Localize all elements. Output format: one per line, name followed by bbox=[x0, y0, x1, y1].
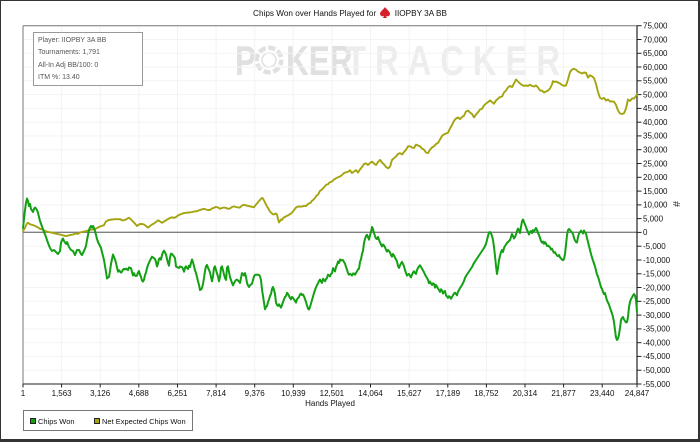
svg-text:3,126: 3,126 bbox=[90, 389, 111, 398]
svg-text:20,314: 20,314 bbox=[513, 389, 538, 398]
svg-text:-50,000: -50,000 bbox=[643, 366, 671, 375]
svg-text:-35,000: -35,000 bbox=[643, 325, 671, 334]
svg-text:-40,000: -40,000 bbox=[643, 339, 671, 348]
svg-text:-30,000: -30,000 bbox=[643, 311, 671, 320]
svg-text:45,000: 45,000 bbox=[643, 104, 668, 113]
svg-text:6,251: 6,251 bbox=[167, 389, 188, 398]
svg-text:40,000: 40,000 bbox=[643, 118, 668, 127]
svg-text:21,877: 21,877 bbox=[551, 389, 576, 398]
svg-text:10,939: 10,939 bbox=[281, 389, 306, 398]
svg-text:10,000: 10,000 bbox=[643, 201, 668, 210]
svg-text:4,688: 4,688 bbox=[129, 389, 150, 398]
svg-text:75,000: 75,000 bbox=[643, 22, 668, 31]
svg-text:30,000: 30,000 bbox=[643, 146, 668, 155]
svg-text:-45,000: -45,000 bbox=[643, 352, 671, 361]
svg-text:15,000: 15,000 bbox=[643, 187, 668, 196]
svg-text:-55,000: -55,000 bbox=[643, 380, 671, 389]
svg-text:23,440: 23,440 bbox=[590, 389, 615, 398]
svg-text:35,000: 35,000 bbox=[643, 132, 668, 141]
svg-text:5,000: 5,000 bbox=[643, 214, 664, 223]
svg-text:17,189: 17,189 bbox=[436, 389, 461, 398]
svg-text:1,563: 1,563 bbox=[52, 389, 73, 398]
svg-text:12,501: 12,501 bbox=[320, 389, 345, 398]
svg-text:24,847: 24,847 bbox=[625, 389, 650, 398]
svg-text:15,627: 15,627 bbox=[397, 389, 422, 398]
svg-text:-15,000: -15,000 bbox=[643, 270, 671, 279]
svg-text:0: 0 bbox=[643, 228, 648, 237]
svg-text:-10,000: -10,000 bbox=[643, 256, 671, 265]
svg-text:20,000: 20,000 bbox=[643, 173, 668, 182]
svg-text:60,000: 60,000 bbox=[643, 63, 668, 72]
svg-text:25,000: 25,000 bbox=[643, 159, 668, 168]
svg-text:65,000: 65,000 bbox=[643, 49, 668, 58]
svg-text:18,752: 18,752 bbox=[474, 389, 499, 398]
svg-text:-5,000: -5,000 bbox=[643, 242, 666, 251]
svg-text:1: 1 bbox=[21, 389, 26, 398]
svg-text:14,064: 14,064 bbox=[358, 389, 383, 398]
svg-text:7,814: 7,814 bbox=[206, 389, 227, 398]
svg-text:50,000: 50,000 bbox=[643, 90, 668, 99]
svg-text:70,000: 70,000 bbox=[643, 35, 668, 44]
svg-text:55,000: 55,000 bbox=[643, 77, 668, 86]
svg-text:9,376: 9,376 bbox=[245, 389, 266, 398]
svg-text:-25,000: -25,000 bbox=[643, 297, 671, 306]
svg-text:-20,000: -20,000 bbox=[643, 283, 671, 292]
